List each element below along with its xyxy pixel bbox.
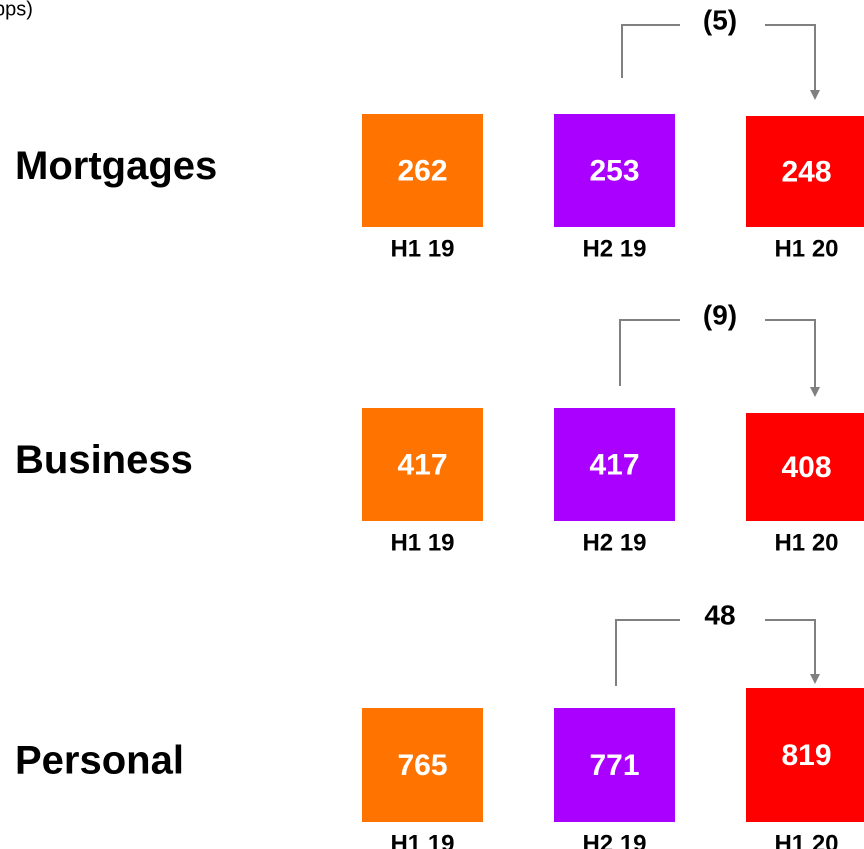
value-box [746,688,864,822]
row-label: Personal [15,739,184,783]
connector-left [615,619,680,686]
period-label: H1 20 [774,529,838,556]
period-label: H1 19 [390,529,454,556]
connector-right [765,319,820,397]
box-value: 248 [781,155,831,188]
box-value: 819 [781,739,831,772]
row-label: Mortgages [15,144,217,188]
box-value: 262 [397,154,447,187]
period-label: H1 20 [774,235,838,262]
period-label: H1 20 [774,830,838,849]
box-value: 765 [397,749,447,782]
connector-left [621,24,680,78]
value-box [554,408,675,521]
connector-left [619,319,680,386]
period-label: H2 19 [582,830,646,849]
period-label: H2 19 [582,529,646,556]
period-label: H1 19 [390,235,454,262]
value-box [362,114,483,227]
period-label: H2 19 [582,235,646,262]
change-label: (5) [703,4,737,35]
value-box [554,114,675,227]
box-value: 408 [781,451,831,484]
box-value: 417 [589,448,639,481]
change-label: (9) [703,299,737,330]
value-box [362,708,483,822]
period-label: H1 19 [390,830,454,849]
connector-right [765,24,820,100]
note-text: bps) [0,0,33,20]
value-box [746,116,864,227]
box-value: 417 [397,448,447,481]
value-box [362,408,483,521]
row-label: Business [15,438,193,482]
connector-right [765,619,820,684]
value-box [554,708,675,822]
box-value: 253 [589,154,639,187]
box-value: 771 [589,749,639,782]
value-box [746,413,864,521]
change-label: 48 [704,599,735,630]
